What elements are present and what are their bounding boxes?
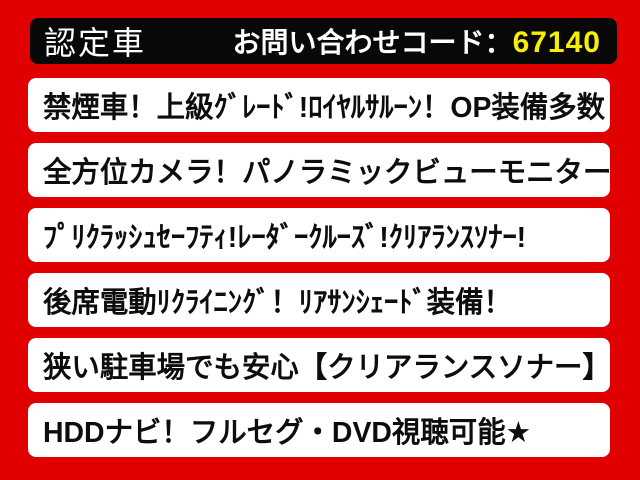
feature-row-clearance-sonar: 狭い駐車場でも安心【クリアランスソナー】 bbox=[28, 338, 610, 392]
feature-text: 禁煙車！上級ｸﾞﾚｰﾄﾞ!ﾛｲﾔﾙｻﾙｰﾝ！OP装備多数 bbox=[43, 92, 606, 124]
feature-text: ﾌﾟﾘｸﾗｯｼｭｾｰﾌﾃｨ!ﾚｰﾀﾞｰｸﾙｰｽﾞ!ｸﾘｱﾗﾝｽｿﾅｰ! bbox=[43, 222, 527, 254]
feature-text: 全方位カメラ！パノラミックビューモニター bbox=[43, 157, 610, 189]
inquiry-code-group: お問い合わせコード： 67140 bbox=[233, 21, 601, 61]
feature-row-rear-seat-recline: 後席電動ﾘｸﾗｲﾆﾝｸﾞ！ﾘｱｻﾝｼｪｰﾄﾞ装備！ bbox=[28, 273, 610, 327]
feature-text: HDDナビ！フルセグ・DVD視聴可能★ bbox=[43, 417, 532, 449]
feature-row-panoramic-camera: 全方位カメラ！パノラミックビューモニター bbox=[28, 143, 610, 197]
inquiry-code-label: お問い合わせコード： bbox=[232, 27, 513, 58]
certified-car-header-bar: 認定車 お問い合わせコード： 67140 bbox=[30, 18, 617, 64]
feature-row-hdd-navi: HDDナビ！フルセグ・DVD視聴可能★ bbox=[28, 403, 610, 457]
certified-car-badge: 認定車 bbox=[44, 25, 147, 61]
feature-text: 狭い駐車場でも安心【クリアランスソナー】 bbox=[43, 352, 610, 384]
feature-list: 禁煙車！上級ｸﾞﾚｰﾄﾞ!ﾛｲﾔﾙｻﾙｰﾝ！OP装備多数 全方位カメラ！パノラミ… bbox=[28, 78, 610, 457]
feature-row-no-smoking-grade: 禁煙車！上級ｸﾞﾚｰﾄﾞ!ﾛｲﾔﾙｻﾙｰﾝ！OP装備多数 bbox=[28, 78, 610, 132]
feature-text: 後席電動ﾘｸﾗｲﾆﾝｸﾞ！ﾘｱｻﾝｼｪｰﾄﾞ装備！ bbox=[43, 287, 512, 319]
inquiry-code-value: 67140 bbox=[512, 26, 601, 59]
feature-row-safety-systems: ﾌﾟﾘｸﾗｯｼｭｾｰﾌﾃｨ!ﾚｰﾀﾞｰｸﾙｰｽﾞ!ｸﾘｱﾗﾝｽｿﾅｰ! bbox=[28, 208, 610, 262]
